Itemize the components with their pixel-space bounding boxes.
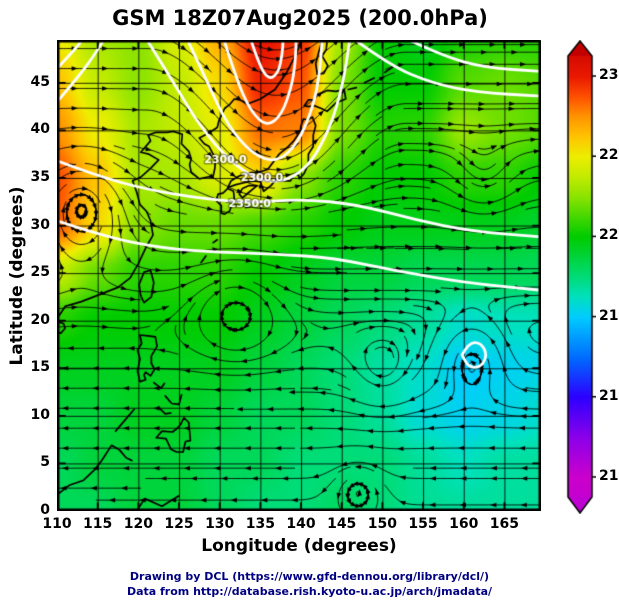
colorbar-tick-label: 222 <box>599 227 619 244</box>
x-tick-label: 110 <box>42 516 72 532</box>
colorbar-tick-label: 210 <box>599 467 619 484</box>
y-tick-label: 10 <box>30 406 50 423</box>
colorbar-tick-label: 218 <box>599 307 619 324</box>
y-tick-label: 35 <box>30 168 50 185</box>
colorbar <box>566 40 596 514</box>
x-tick-label: 145 <box>327 516 357 532</box>
x-tick-label: 125 <box>164 516 194 532</box>
credit-data-source: Data from http://database.rish.kyoto-u.a… <box>126 585 493 598</box>
x-tick-label: 135 <box>245 516 275 532</box>
x-tick-label: 155 <box>408 516 438 532</box>
y-tick-label: 5 <box>40 454 50 471</box>
colorbar-tick-label: 230 <box>599 67 619 84</box>
chart-title: GSM 18Z07Aug2025 (200.0hPa) <box>112 6 488 30</box>
y-tick-label: 15 <box>30 359 50 376</box>
x-tick-label: 115 <box>83 516 113 532</box>
x-tick-label: 160 <box>449 516 479 532</box>
y-tick-label: 45 <box>30 73 50 90</box>
y-axis-label: Latitude (degrees) <box>7 186 27 366</box>
x-tick-label: 165 <box>489 516 519 532</box>
y-tick-label: 20 <box>30 311 50 328</box>
x-tick-label: 150 <box>367 516 397 532</box>
x-axis-label: Longitude (degrees) <box>201 536 397 556</box>
y-tick-label: 25 <box>30 264 50 281</box>
x-tick-label: 120 <box>123 516 153 532</box>
x-tick-label: 140 <box>286 516 316 532</box>
y-tick-label: 30 <box>30 216 50 233</box>
y-tick-label: 40 <box>30 121 50 138</box>
colorbar-tick-label: 226 <box>599 147 619 164</box>
colorbar-tick-label: 214 <box>599 387 619 404</box>
y-tick-label: 0 <box>40 502 50 518</box>
x-tick-label: 130 <box>205 516 235 532</box>
map-canvas <box>57 40 541 511</box>
credit-dcl: Drawing by DCL (https://www.gfd-dennou.o… <box>129 570 490 583</box>
